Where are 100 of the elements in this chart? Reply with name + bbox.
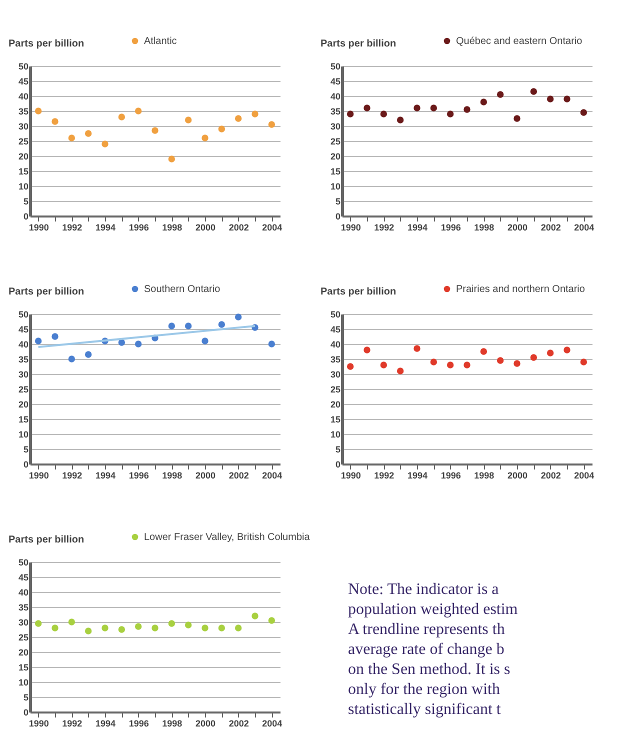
point bbox=[430, 104, 438, 112]
y-tick-label: 25 bbox=[330, 136, 340, 146]
y-tick-label: 35 bbox=[330, 354, 340, 364]
point bbox=[68, 356, 76, 362]
point bbox=[496, 91, 504, 98]
y-tick-label: 45 bbox=[330, 76, 340, 86]
point bbox=[184, 116, 192, 124]
point bbox=[168, 620, 176, 627]
point bbox=[414, 345, 420, 352]
x-tick-label: 2002 bbox=[228, 470, 249, 480]
y-axis-title: Parts per billion bbox=[8, 534, 84, 546]
point bbox=[202, 624, 208, 632]
y-tick-label: 15 bbox=[330, 414, 340, 424]
point bbox=[34, 108, 42, 114]
point bbox=[364, 104, 370, 112]
y-tick-label: 45 bbox=[18, 572, 28, 582]
x-tick-label: 2000 bbox=[195, 470, 216, 480]
point bbox=[218, 624, 226, 632]
x-tick-label: 1996 bbox=[128, 222, 149, 232]
legend-label: Southern Ontario bbox=[144, 284, 221, 295]
y-tick-label: 35 bbox=[18, 602, 28, 612]
y-tick-label: 15 bbox=[18, 662, 28, 672]
y-tick-label: 25 bbox=[330, 384, 340, 394]
y-tick-label: 35 bbox=[330, 106, 340, 116]
x-tick-label: 1992 bbox=[62, 470, 82, 480]
y-tick-label: 5 bbox=[335, 196, 340, 206]
point bbox=[218, 321, 226, 328]
x-tick-label: 2004 bbox=[262, 222, 282, 232]
y-tick-label: 0 bbox=[23, 212, 28, 222]
x-tick-label: 1998 bbox=[474, 222, 494, 232]
point bbox=[414, 104, 420, 112]
point bbox=[268, 340, 276, 348]
point bbox=[134, 108, 142, 114]
point bbox=[234, 624, 242, 632]
point bbox=[464, 362, 470, 368]
point bbox=[52, 118, 58, 125]
point bbox=[252, 612, 258, 620]
x-tick-label: 1992 bbox=[62, 718, 82, 728]
point bbox=[184, 622, 192, 628]
y-tick-label: 10 bbox=[18, 430, 28, 440]
point bbox=[364, 346, 370, 354]
point bbox=[514, 360, 520, 367]
y-tick-label: 10 bbox=[18, 182, 28, 192]
y-tick-label: 5 bbox=[23, 196, 28, 206]
point bbox=[480, 348, 488, 355]
y-tick-label: 40 bbox=[18, 340, 28, 350]
y-tick-label: 30 bbox=[330, 122, 340, 132]
y-tick-label: 25 bbox=[18, 136, 28, 146]
x-tick-label: 2000 bbox=[507, 470, 528, 480]
x-tick-label: 1998 bbox=[474, 470, 494, 480]
y-axis-title: Parts per billion bbox=[8, 38, 84, 50]
x-tick-label: 1996 bbox=[440, 470, 461, 480]
y-tick-label: 20 bbox=[330, 400, 340, 410]
point bbox=[152, 127, 158, 134]
text: Note: The indicator is a population weighted estim A trendline represents th average rate of change b on the Sen method. It is s only for the region with statistically significant t bbox=[348, 580, 518, 720]
point bbox=[514, 115, 520, 122]
y-tick-label: 40 bbox=[18, 92, 28, 102]
point bbox=[430, 358, 438, 366]
y-tick-label: 0 bbox=[335, 212, 340, 222]
point bbox=[118, 626, 126, 633]
point bbox=[168, 322, 176, 330]
point bbox=[102, 624, 108, 632]
x-tick-label: 1996 bbox=[128, 718, 149, 728]
x-tick-label: 2002 bbox=[540, 222, 561, 232]
y-tick-label: 5 bbox=[23, 444, 28, 454]
x-tick-label: 1998 bbox=[162, 470, 182, 480]
y-tick-label: 50 bbox=[18, 62, 28, 72]
y-tick-label: 45 bbox=[18, 76, 28, 86]
point bbox=[564, 96, 570, 102]
y-tick-label: 15 bbox=[330, 166, 340, 176]
x-tick-label: 1996 bbox=[440, 222, 461, 232]
x-tick-label: 1994 bbox=[407, 470, 428, 480]
x-tick-label: 2004 bbox=[574, 470, 594, 480]
point bbox=[530, 88, 538, 95]
y-tick-label: 15 bbox=[18, 414, 28, 424]
point bbox=[268, 617, 276, 624]
y-axis-title: Parts per billion bbox=[320, 38, 396, 50]
point bbox=[546, 96, 554, 102]
point bbox=[530, 354, 538, 361]
point bbox=[218, 126, 226, 132]
y-tick-label: 0 bbox=[23, 460, 28, 470]
point bbox=[268, 121, 276, 128]
y-tick-label: 10 bbox=[330, 182, 340, 192]
point bbox=[118, 339, 126, 346]
point bbox=[34, 338, 42, 344]
x-tick-label: 1992 bbox=[374, 470, 394, 480]
y-tick-label: 35 bbox=[18, 106, 28, 116]
point bbox=[380, 362, 388, 368]
point bbox=[34, 620, 42, 627]
point bbox=[234, 314, 242, 320]
y-tick-label: 20 bbox=[330, 152, 340, 162]
point bbox=[202, 134, 208, 142]
y-tick-label: 5 bbox=[23, 692, 28, 702]
y-tick-label: 40 bbox=[330, 340, 340, 350]
x-tick-label: 1990 bbox=[340, 222, 361, 232]
point bbox=[118, 114, 126, 120]
x-tick-label: 2000 bbox=[195, 222, 216, 232]
point bbox=[546, 350, 554, 356]
point bbox=[580, 109, 588, 116]
y-tick-label: 5 bbox=[335, 444, 340, 454]
